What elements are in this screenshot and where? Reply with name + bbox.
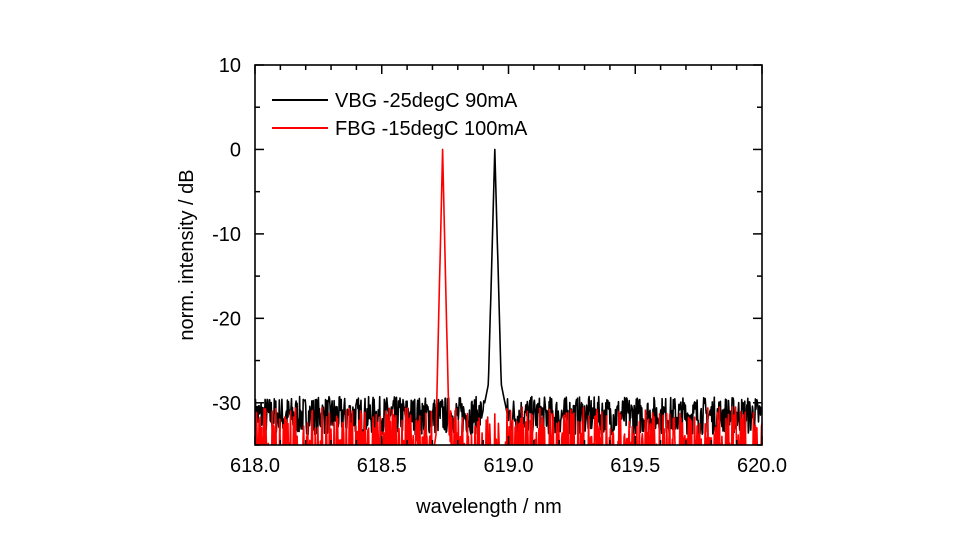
- x-tick-label: 620.0: [737, 455, 787, 477]
- y-axis-label: norm. intensity / dB: [176, 169, 198, 340]
- y-tick-labels: 10 0 -10 -20 -30: [212, 55, 241, 415]
- y-tick-label: -20: [212, 308, 241, 330]
- y-tick-label: -30: [212, 393, 241, 415]
- legend-label-vbg: VBG -25degC 90mA: [335, 90, 518, 112]
- x-tick-label: 619.5: [610, 455, 660, 477]
- series-layer: [255, 148, 762, 445]
- x-tick-labels: 618.0 618.5 619.0 619.5 620.0: [230, 455, 787, 477]
- x-tick-label: 618.5: [357, 455, 407, 477]
- y-tick-label: 0: [230, 139, 241, 161]
- x-tick-label: 618.0: [230, 455, 280, 477]
- ticks: [254, 64, 763, 446]
- legend-label-fbg: FBG -15degC 100mA: [335, 118, 528, 140]
- y-tick-label: 10: [219, 55, 241, 77]
- x-axis-label: wavelength / nm: [415, 496, 562, 518]
- x-tick-label: 619.0: [483, 455, 533, 477]
- legend: VBG -25degC 90mA FBG -15degC 100mA: [272, 90, 528, 140]
- series-line-vbg: [255, 148, 762, 436]
- y-tick-label: -10: [212, 224, 241, 246]
